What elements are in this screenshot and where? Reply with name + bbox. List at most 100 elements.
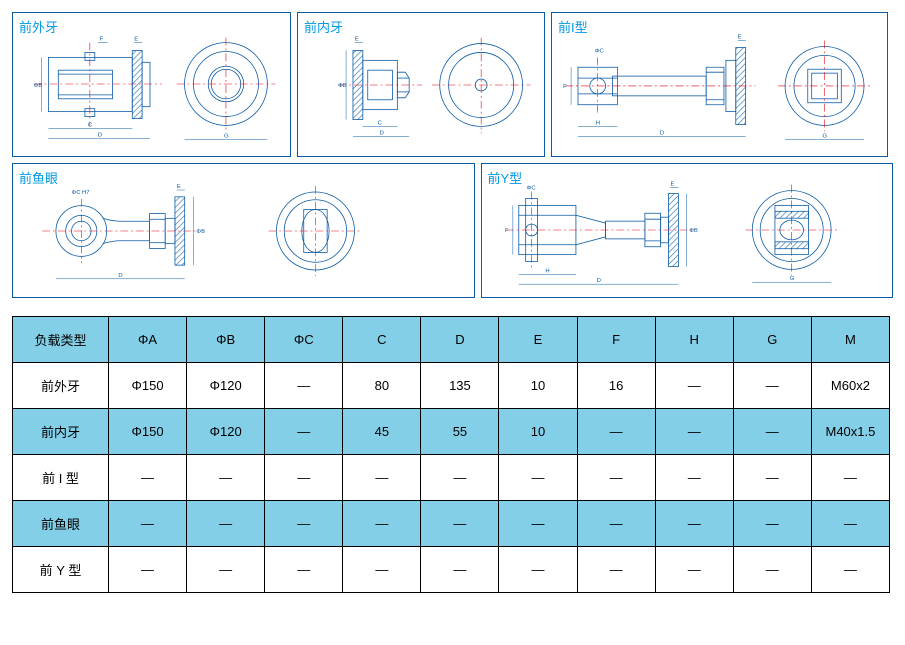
table-body: 前外牙Φ150Φ120—801351016——M60x2前内牙Φ150Φ120—… xyxy=(13,363,890,593)
table-cell: — xyxy=(655,363,733,409)
table-cell: Φ150 xyxy=(109,363,187,409)
table-cell: — xyxy=(187,455,265,501)
panel-front-external-thread: 前外牙 xyxy=(12,12,291,157)
table-cell: — xyxy=(265,409,343,455)
table-cell: 16 xyxy=(577,363,655,409)
table-cell: 80 xyxy=(343,363,421,409)
table-cell: M60x2 xyxy=(811,363,889,409)
svg-text:C: C xyxy=(378,120,383,126)
table-header-row: 负载类型 ΦA ΦB ΦC C D E F H G M xyxy=(13,317,890,363)
table-cell: — xyxy=(421,547,499,593)
svg-text:F: F xyxy=(563,84,567,90)
table-cell: — xyxy=(733,455,811,501)
table-cell: — xyxy=(577,409,655,455)
svg-text:ΦB: ΦB xyxy=(338,83,347,89)
svg-text:E: E xyxy=(355,37,359,43)
table-cell: — xyxy=(577,501,655,547)
table-cell: — xyxy=(109,547,187,593)
svg-text:E: E xyxy=(134,37,138,43)
col-header: ΦC xyxy=(265,317,343,363)
svg-text:G: G xyxy=(224,133,229,139)
table-cell: — xyxy=(733,547,811,593)
table-cell: Φ150 xyxy=(109,409,187,455)
col-header: H xyxy=(655,317,733,363)
panel-title: 前外牙 xyxy=(19,17,58,36)
table-cell: Φ120 xyxy=(187,363,265,409)
panel-title: 前I型 xyxy=(558,17,588,36)
table-cell: — xyxy=(499,455,577,501)
table-cell: — xyxy=(577,455,655,501)
table-cell: 前 Y 型 xyxy=(13,547,109,593)
svg-text:D: D xyxy=(380,130,384,136)
table-row: 前鱼眼—————————— xyxy=(13,501,890,547)
drawing-fisheye: ΦC H7 D E ΦB xyxy=(13,164,474,297)
svg-text:H: H xyxy=(596,120,600,126)
panel-title: 前Y型 xyxy=(488,168,523,187)
table-cell: — xyxy=(499,547,577,593)
table-cell: 55 xyxy=(421,409,499,455)
table-cell: — xyxy=(655,547,733,593)
table-row: 前内牙Φ150Φ120—455510———M40x1.5 xyxy=(13,409,890,455)
col-header: G xyxy=(733,317,811,363)
panel-front-internal-thread: 前内牙 ΦB C D E xyxy=(297,12,545,157)
svg-text:D: D xyxy=(118,273,122,279)
svg-text:ΦC H7: ΦC H7 xyxy=(72,190,90,196)
svg-text:ΦB: ΦB xyxy=(196,229,205,235)
col-header: D xyxy=(421,317,499,363)
panel-front-i-type: 前I型 xyxy=(551,12,888,157)
svg-text:ΦC: ΦC xyxy=(526,186,536,192)
table-cell: — xyxy=(343,455,421,501)
table-cell: M40x1.5 xyxy=(811,409,889,455)
table-cell: — xyxy=(343,501,421,547)
panel-title: 前鱼眼 xyxy=(19,168,58,187)
table-cell: — xyxy=(655,409,733,455)
svg-text:G: G xyxy=(823,133,828,139)
col-header: ΦA xyxy=(109,317,187,363)
svg-text:ΦC: ΦC xyxy=(595,48,605,54)
col-header: ΦB xyxy=(187,317,265,363)
table-row: 前 Y 型—————————— xyxy=(13,547,890,593)
svg-text:F: F xyxy=(100,37,104,43)
svg-text:ΦB: ΦB xyxy=(34,83,43,89)
table-cell: 10 xyxy=(499,363,577,409)
svg-text:D: D xyxy=(660,130,664,136)
svg-text:H: H xyxy=(545,268,549,274)
table-cell: 45 xyxy=(343,409,421,455)
svg-text:E: E xyxy=(177,184,181,190)
col-header: 负载类型 xyxy=(13,317,109,363)
svg-text:C: C xyxy=(88,122,93,128)
table-cell: — xyxy=(421,455,499,501)
drawing-i-type: ΦC H D F E G xyxy=(552,13,887,156)
table-row: 前 I 型—————————— xyxy=(13,455,890,501)
table-cell: — xyxy=(733,409,811,455)
svg-text:D: D xyxy=(596,278,600,284)
table-cell: — xyxy=(265,547,343,593)
table-cell: Φ120 xyxy=(187,409,265,455)
table-cell: 前外牙 xyxy=(13,363,109,409)
spec-table: 负载类型 ΦA ΦB ΦC C D E F H G M 前外牙Φ150Φ120—… xyxy=(12,316,890,593)
col-header: E xyxy=(499,317,577,363)
table-cell: — xyxy=(343,547,421,593)
col-header: F xyxy=(577,317,655,363)
table-cell: — xyxy=(265,501,343,547)
svg-text:G: G xyxy=(789,276,794,282)
table-cell: — xyxy=(655,455,733,501)
table-cell: — xyxy=(811,547,889,593)
svg-text:D: D xyxy=(98,132,102,138)
svg-text:F: F xyxy=(504,228,508,234)
table-cell: — xyxy=(109,455,187,501)
table-cell: 前 I 型 xyxy=(13,455,109,501)
panel-title: 前内牙 xyxy=(304,17,343,36)
table-cell: 前鱼眼 xyxy=(13,501,109,547)
svg-text:ΦB: ΦB xyxy=(689,228,698,234)
diagram-row-2b: 前鱼眼 ΦC H7 D xyxy=(12,163,893,298)
table-cell: — xyxy=(265,455,343,501)
panel-front-fisheye: 前鱼眼 ΦC H7 D xyxy=(12,163,475,298)
drawing-y-type: ΦC H D F ΦB E G xyxy=(482,164,893,297)
table-cell: — xyxy=(733,501,811,547)
table-cell: 前内牙 xyxy=(13,409,109,455)
table-cell: 135 xyxy=(421,363,499,409)
table-cell: — xyxy=(811,455,889,501)
table-cell: — xyxy=(187,547,265,593)
table-row: 前外牙Φ150Φ120—801351016——M60x2 xyxy=(13,363,890,409)
